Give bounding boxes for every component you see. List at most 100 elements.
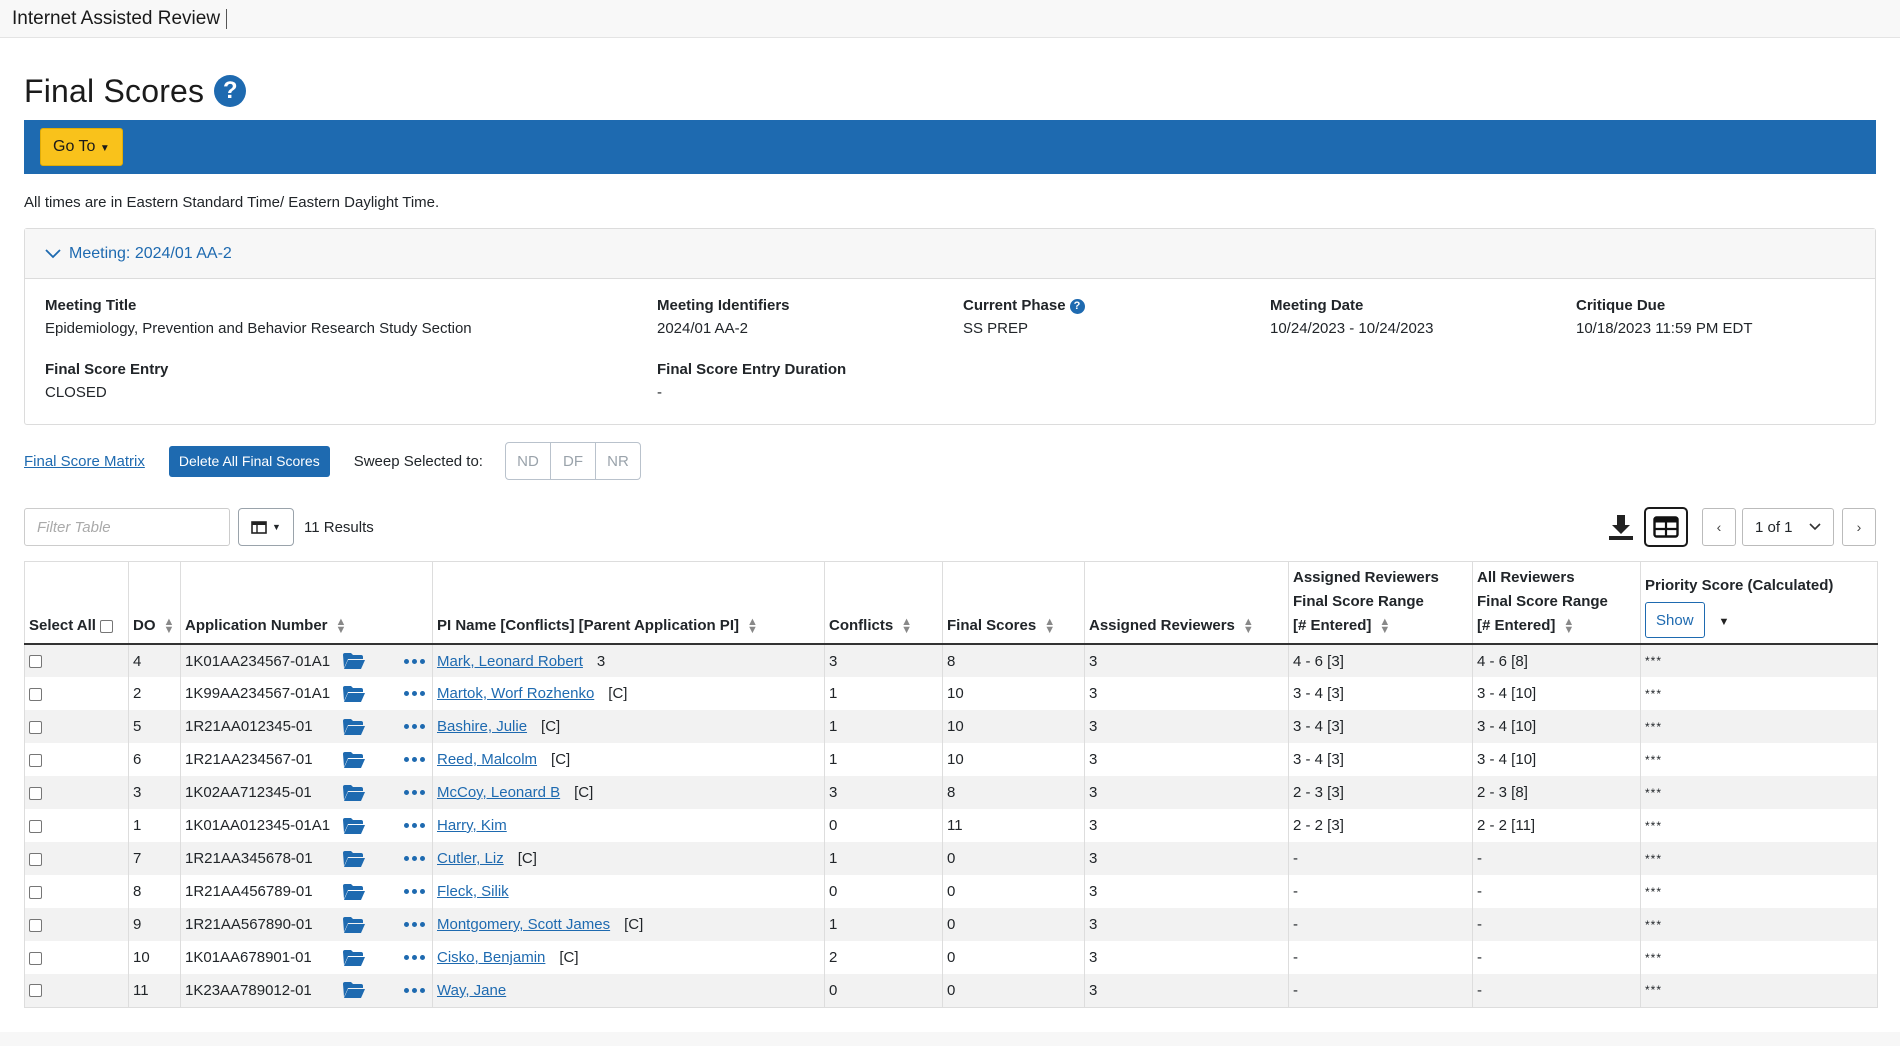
folder-icon[interactable] (342, 751, 366, 769)
pi-name-link[interactable]: Cutler, Liz (437, 850, 504, 867)
pi-name-header[interactable]: PI Name [Conflicts] [Parent Application … (432, 561, 825, 645)
row-checkbox[interactable] (29, 720, 42, 734)
more-options-icon[interactable] (404, 790, 425, 795)
previous-page-button[interactable]: ‹ (1702, 508, 1736, 546)
help-icon[interactable]: ? (214, 75, 247, 107)
pi-conflict-tag: [C] (574, 784, 594, 801)
more-options-icon[interactable] (404, 987, 425, 993)
pi-name-link[interactable]: Fleck, Silik (437, 883, 509, 900)
row-select-cell (24, 644, 129, 677)
filter-table-input[interactable] (24, 508, 230, 546)
final-score-matrix-link[interactable]: Final Score Matrix (24, 452, 145, 470)
priority-score-cell: *** (1640, 809, 1878, 842)
priority-score-cell: *** (1640, 710, 1878, 743)
sweep-nr-button[interactable]: NR (594, 442, 641, 480)
folder-icon[interactable] (342, 784, 366, 802)
row-checkbox[interactable] (29, 951, 42, 965)
next-page-button[interactable]: › (1842, 508, 1876, 546)
conflicts-label: Conflicts (829, 617, 894, 634)
row-checkbox[interactable] (29, 819, 42, 833)
row-checkbox[interactable] (29, 687, 42, 701)
pi-conflict-tag: [C] (559, 949, 579, 966)
row-checkbox[interactable] (29, 885, 42, 899)
sort-icon: ▲ ▼ (1044, 616, 1056, 637)
final-score-duration-field: Final Score Entry Duration - (657, 361, 846, 401)
row-select-cell (24, 677, 129, 710)
conflicts-header[interactable]: Conflicts ▲ ▼ (824, 561, 943, 645)
goto-button[interactable]: Go To ▼ (40, 128, 123, 166)
pi-name-link[interactable]: McCoy, Leonard B (437, 784, 561, 801)
folder-icon[interactable] (342, 652, 366, 670)
row-checkbox[interactable] (29, 852, 42, 866)
pi-name-link[interactable]: Bashire, Julie (437, 718, 528, 735)
sweep-nd-button[interactable]: ND (504, 442, 551, 480)
more-options-icon[interactable] (404, 955, 425, 960)
application-number: 1K99AA234567-01A1 (185, 685, 331, 702)
pi-name-link[interactable]: Reed, Malcolm (437, 751, 538, 768)
folder-icon[interactable] (342, 949, 366, 967)
more-options-icon[interactable] (404, 823, 425, 828)
row-select-cell (24, 875, 129, 908)
row-checkbox[interactable] (29, 655, 42, 669)
pi-name-link[interactable]: Cisko, Benjamin (437, 949, 546, 966)
pi-name-link[interactable]: Mark, Leonard Robert (437, 652, 583, 670)
conflicts-cell: 1 (824, 677, 943, 710)
final-scores-header[interactable]: Final Scores ▲ ▼ (942, 561, 1085, 645)
row-select-cell (24, 908, 129, 941)
folder-icon[interactable] (342, 718, 366, 736)
help-icon[interactable]: ? (1069, 298, 1085, 314)
do-cell: 10 (128, 941, 181, 974)
show-priority-button[interactable]: Show (1645, 602, 1705, 638)
more-options-icon[interactable] (404, 658, 425, 664)
delete-all-final-scores-button[interactable]: Delete All Final Scores (168, 445, 330, 477)
pi-name-link[interactable]: Harry, Kim (437, 817, 507, 834)
select-all-checkbox[interactable] (100, 619, 114, 633)
row-checkbox[interactable] (29, 786, 42, 800)
more-options-icon[interactable] (404, 724, 425, 729)
application-number-header[interactable]: Application Number ▲ ▼ (180, 561, 433, 645)
column-picker-button[interactable]: ▼ (238, 508, 294, 546)
conflicts-cell: 1 (824, 842, 943, 875)
folder-icon[interactable] (342, 817, 366, 835)
page-select[interactable]: 1 of 1 (1742, 508, 1834, 546)
folder-icon[interactable] (342, 685, 366, 703)
do-header[interactable]: DO ▲ ▼ (128, 561, 181, 645)
assigned-range-header[interactable]: Assigned Reviewers Final Score Range [# … (1288, 561, 1473, 645)
row-checkbox[interactable] (29, 984, 42, 998)
download-icon[interactable] (1606, 512, 1636, 542)
row-checkbox[interactable] (29, 918, 42, 932)
pi-conflict-tag: [C] (624, 916, 644, 933)
final-scores-cell: 10 (942, 710, 1085, 743)
final-scores-cell: 0 (942, 974, 1085, 1008)
folder-icon[interactable] (342, 916, 366, 934)
meeting-panel-toggle[interactable]: Meeting: 2024/01 AA-2 (25, 229, 1875, 279)
pi-name-link[interactable]: Way, Jane (437, 981, 507, 999)
meeting-date-label: Meeting Date (1270, 297, 1364, 314)
assigned-reviewers-header[interactable]: Assigned Reviewers ▲ ▼ (1084, 561, 1289, 645)
more-options-icon[interactable] (404, 889, 425, 894)
caret-down-icon[interactable]: ▼ (1718, 615, 1730, 628)
more-options-icon[interactable] (404, 757, 425, 762)
more-options-icon[interactable] (404, 856, 425, 861)
sweep-df-button[interactable]: DF (549, 442, 596, 480)
conflicts-cell: 0 (824, 875, 943, 908)
all-range-header[interactable]: All Reviewers Final Score Range [# Enter… (1472, 561, 1641, 645)
folder-icon[interactable] (342, 981, 366, 999)
do-cell: 6 (128, 743, 181, 776)
main-content: Final Scores ? Go To ▼ All times are in … (0, 38, 1900, 1032)
pi-name-link[interactable]: Montgomery, Scott James (437, 916, 611, 933)
more-options-icon[interactable] (404, 691, 425, 696)
conflicts-cell: 1 (824, 710, 943, 743)
table-view-button[interactable] (1644, 507, 1688, 547)
assigned-range-label-3: [# Entered] (1293, 617, 1372, 634)
folder-icon[interactable] (342, 883, 366, 901)
more-options-icon[interactable] (404, 922, 425, 927)
application-cell: 1R21AA567890-01 (180, 908, 433, 941)
assigned-reviewers-cell: 3 (1084, 974, 1289, 1008)
pi-name-link[interactable]: Martok, Worf Rozhenko (437, 685, 595, 702)
row-checkbox[interactable] (29, 753, 42, 767)
pi-name-cell: Fleck, Silik (432, 875, 825, 908)
folder-icon[interactable] (342, 850, 366, 868)
select-all-header: Select All (24, 561, 129, 645)
assigned-reviewers-cell: 3 (1084, 842, 1289, 875)
